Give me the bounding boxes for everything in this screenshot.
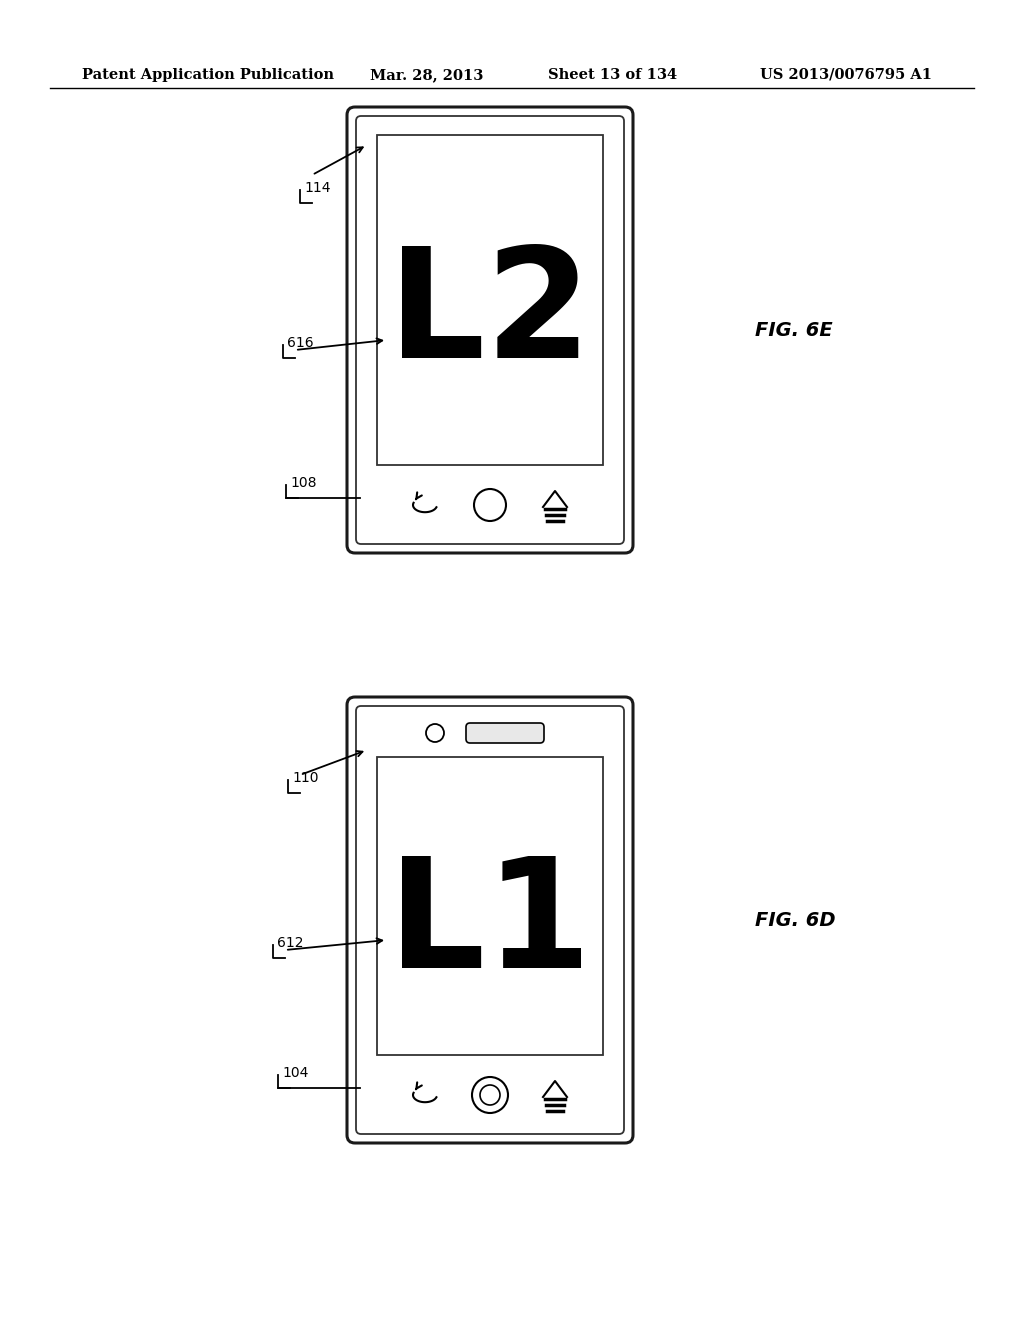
Text: Sheet 13 of 134: Sheet 13 of 134 [548,69,677,82]
FancyBboxPatch shape [466,723,544,743]
Text: US 2013/0076795 A1: US 2013/0076795 A1 [760,69,932,82]
Text: 104: 104 [282,1067,308,1080]
Bar [377,135,603,465]
Text: Patent Application Publication: Patent Application Publication [82,69,334,82]
Bar [377,756,603,1055]
Text: 612: 612 [278,936,303,950]
FancyBboxPatch shape [347,107,633,553]
Text: FIG. 6D: FIG. 6D [755,911,836,929]
Text: 110: 110 [292,771,318,785]
Text: FIG. 6E: FIG. 6E [755,321,833,339]
Text: 616: 616 [287,337,313,350]
Text: L2: L2 [388,240,592,389]
FancyBboxPatch shape [347,697,633,1143]
Text: L1: L1 [388,850,592,999]
Text: Mar. 28, 2013: Mar. 28, 2013 [370,69,483,82]
Text: 108: 108 [290,477,316,490]
Text: 114: 114 [304,181,331,195]
